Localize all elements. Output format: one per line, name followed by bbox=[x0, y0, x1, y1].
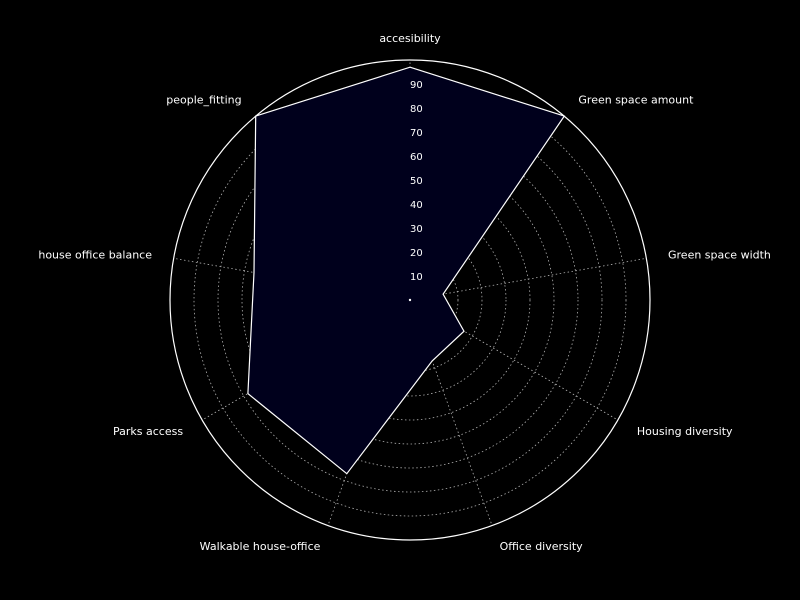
r-tick-label-90: 90 bbox=[410, 80, 423, 91]
category-label-3: Housing diversity bbox=[637, 425, 733, 438]
r-tick-label-70: 70 bbox=[410, 128, 423, 139]
category-label-1: Green space amount bbox=[578, 93, 694, 106]
category-label-6: Parks access bbox=[113, 425, 183, 438]
label-layer: 10 20 30 40 50 60 70 80 90 accesibility Green spac… bbox=[38, 32, 771, 553]
category-label-0: accesibility bbox=[379, 32, 441, 45]
r-tick-label-30: 30 bbox=[410, 224, 423, 235]
r-tick-label-40: 40 bbox=[410, 200, 423, 211]
center-point bbox=[408, 298, 412, 302]
r-tick-label-10: 10 bbox=[410, 272, 423, 283]
outer-frame-circle bbox=[169, 59, 651, 541]
grid-circle-20 bbox=[361, 251, 459, 349]
r-tick-label-50: 50 bbox=[410, 176, 423, 187]
grid-circle-70 bbox=[241, 131, 579, 469]
r-tick-label-60: 60 bbox=[410, 152, 423, 163]
r-tick-label-20: 20 bbox=[410, 248, 423, 259]
frame-layer bbox=[169, 59, 651, 541]
category-label-2: Green space width bbox=[668, 249, 771, 262]
category-label-8: people_fitting bbox=[166, 93, 241, 106]
category-label-7: house office balance bbox=[38, 249, 152, 262]
category-label-5: Walkable house-office bbox=[200, 540, 321, 553]
series-polygon-0 bbox=[247, 66, 566, 475]
r-tick-label-80: 80 bbox=[410, 104, 423, 115]
spoke-2 bbox=[409, 257, 647, 301]
category-label-4: Office diversity bbox=[500, 540, 584, 553]
series-layer bbox=[247, 66, 566, 475]
